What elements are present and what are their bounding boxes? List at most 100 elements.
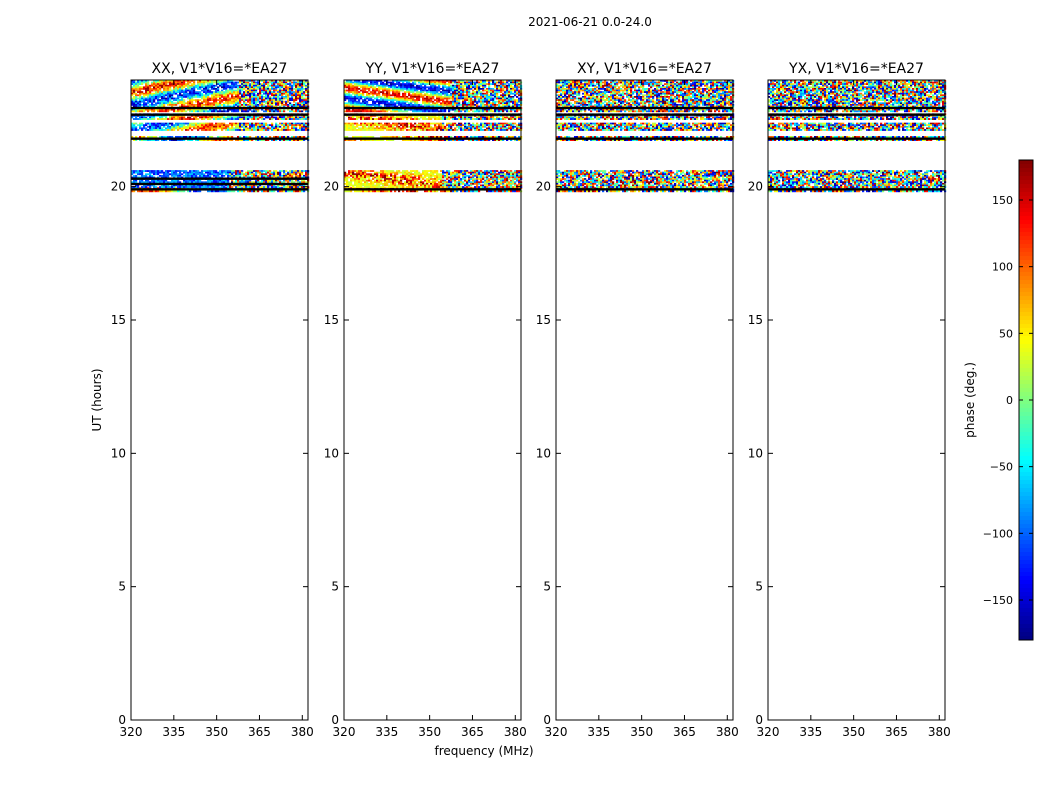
phase-cell — [225, 129, 228, 131]
phase-cell — [506, 174, 509, 177]
phase-cell — [149, 139, 152, 141]
phase-cell — [189, 80, 192, 82]
phase-cell — [476, 178, 479, 180]
phase-cell — [478, 174, 481, 177]
phase-cell — [171, 84, 174, 87]
phase-cell — [133, 102, 136, 105]
phase-cell — [444, 174, 447, 177]
phase-cell — [243, 124, 246, 127]
phase-cell — [209, 187, 212, 189]
phase-cell — [231, 86, 234, 89]
phase-cell — [191, 104, 194, 106]
phase-cell — [217, 116, 220, 119]
phase-cell — [149, 174, 152, 177]
phase-cell — [135, 96, 138, 98]
phase-cell — [163, 99, 166, 101]
phase-cell — [291, 89, 294, 92]
phase-cell — [145, 108, 148, 111]
phase-cell — [199, 94, 202, 97]
phase-cell — [253, 80, 256, 82]
phase-cell — [225, 81, 228, 84]
phase-cell — [163, 118, 166, 120]
phase-cell — [454, 122, 457, 125]
phase-cell — [492, 179, 495, 182]
phase-cell — [211, 139, 214, 141]
phase-cell — [257, 100, 260, 103]
phase-cell — [185, 105, 188, 108]
phase-cell — [344, 182, 347, 185]
phase-cell — [408, 187, 411, 189]
phase-cell — [480, 174, 483, 177]
phase-cell — [255, 118, 258, 120]
phase-cell — [197, 125, 200, 128]
phase-cell — [418, 176, 421, 179]
phase-cell — [360, 182, 363, 185]
phase-cell — [418, 182, 421, 185]
phase-cell — [354, 176, 357, 179]
phase-cell — [291, 88, 294, 90]
phase-cell — [199, 108, 202, 111]
phase-cell — [137, 102, 140, 105]
phase-cell — [478, 173, 481, 176]
phase-cell — [277, 186, 280, 188]
phase-cell — [267, 190, 270, 193]
phase-cell — [362, 176, 365, 179]
phase-cell — [225, 173, 228, 176]
phase-cell — [155, 124, 158, 127]
phase-cell — [179, 122, 182, 125]
phase-cell — [394, 181, 397, 184]
phase-cell — [287, 97, 290, 100]
phase-cell — [145, 179, 148, 182]
phase-cell — [279, 110, 282, 113]
phase-cell — [388, 176, 391, 179]
phase-cell — [380, 190, 383, 193]
phase-cell — [217, 110, 220, 113]
phase-cell — [203, 116, 206, 119]
phase-cell — [155, 86, 158, 89]
phase-cell — [464, 190, 467, 193]
phase-cell — [131, 122, 134, 125]
phase-cell — [207, 92, 210, 95]
phase-cell — [297, 122, 300, 125]
phase-cell — [159, 186, 162, 188]
phase-cell — [480, 181, 483, 184]
phase-cell — [223, 170, 226, 172]
phase-cell — [289, 91, 292, 93]
phase-cell — [514, 174, 517, 177]
phase-cell — [482, 186, 485, 188]
phase-cell — [193, 88, 196, 90]
phase-cell — [131, 89, 134, 92]
phase-cell — [283, 179, 286, 182]
phase-cell — [157, 83, 160, 85]
phase-cell — [201, 118, 204, 120]
phase-cell — [157, 125, 160, 128]
phase-cell — [273, 80, 276, 82]
phase-cell — [221, 186, 224, 188]
phase-cell — [175, 81, 178, 84]
phase-cell — [462, 181, 465, 184]
phase-cell — [289, 92, 292, 95]
phase-cell — [412, 190, 415, 193]
phase-cell — [500, 170, 503, 172]
phase-cell — [187, 127, 190, 130]
phase-cell — [169, 118, 172, 120]
phase-cell — [171, 170, 174, 172]
phase-cell — [442, 184, 445, 187]
phase-cell — [259, 83, 262, 85]
phase-cell — [173, 92, 176, 95]
phase-cell — [474, 170, 477, 172]
phase-cell — [448, 139, 451, 141]
phase-cell — [257, 176, 260, 179]
phase-cell — [211, 179, 214, 182]
phase-cell — [151, 94, 154, 97]
phase-cell — [372, 182, 375, 185]
phase-cell — [177, 129, 180, 131]
phase-cell — [406, 181, 409, 184]
phase-cell — [195, 173, 198, 176]
phase-cell — [299, 181, 302, 184]
phase-cell — [197, 122, 200, 125]
phase-cell — [163, 83, 166, 85]
phase-cell — [137, 104, 140, 106]
phase-cell — [227, 102, 230, 105]
